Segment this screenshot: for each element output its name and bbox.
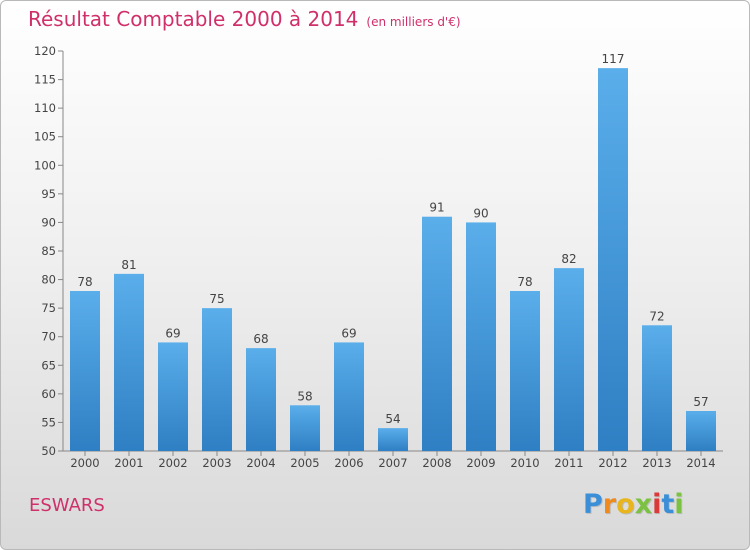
value-label-2006: 69 (341, 326, 356, 340)
value-label-2004: 68 (253, 332, 268, 346)
y-tick-label: 85 (41, 244, 56, 258)
bar-2006 (334, 342, 364, 451)
bar-2009 (466, 222, 496, 451)
value-label-2008: 91 (429, 201, 444, 215)
x-tick-label: 2001 (114, 456, 143, 470)
x-tick-label: 2003 (202, 456, 231, 470)
value-label-2011: 82 (561, 252, 576, 266)
y-tick-label: 110 (34, 101, 56, 115)
y-tick-label: 80 (41, 273, 56, 287)
y-tick-label: 90 (41, 215, 56, 229)
logo-letter: r (602, 489, 617, 520)
logo-letter: t (661, 489, 675, 520)
logo-letter: o (616, 489, 635, 520)
value-label-2014: 57 (693, 395, 708, 409)
value-label-2001: 81 (121, 258, 136, 272)
bar-2005 (290, 405, 320, 451)
x-tick-label: 2008 (422, 456, 451, 470)
commune-name: ESWARS (29, 495, 105, 516)
value-label-2007: 54 (385, 412, 400, 426)
x-tick-label: 2004 (246, 456, 275, 470)
bar-2014 (686, 411, 716, 451)
y-tick-label: 105 (34, 130, 56, 144)
value-label-2000: 78 (77, 275, 92, 289)
y-tick-label: 55 (41, 415, 56, 429)
y-tick-label: 50 (41, 444, 56, 458)
bar-2011 (554, 268, 584, 451)
proxiti-logo: Proxiti (583, 489, 684, 520)
value-label-2002: 69 (165, 326, 180, 340)
logo-letter: i (652, 489, 662, 520)
bar-2013 (642, 325, 672, 451)
x-tick-label: 2006 (334, 456, 363, 470)
bar-2000 (70, 291, 100, 451)
y-tick-label: 115 (34, 73, 56, 87)
bar-2008 (422, 216, 452, 451)
y-tick-label: 70 (41, 330, 56, 344)
x-tick-label: 2010 (510, 456, 539, 470)
x-tick-label: 2012 (598, 456, 627, 470)
chart-title: Résultat Comptable 2000 à 2014 (28, 7, 359, 31)
y-tick-label: 100 (34, 158, 56, 172)
value-label-2005: 58 (297, 389, 312, 403)
x-tick-label: 2005 (290, 456, 319, 470)
value-label-2010: 78 (517, 275, 532, 289)
y-tick-label: 120 (34, 44, 56, 58)
bar-2003 (202, 308, 232, 451)
chart-subtitle: (en milliers d'€) (366, 15, 461, 29)
logo-letter: i (674, 489, 684, 520)
bar-2012 (598, 68, 628, 452)
y-tick-label: 75 (41, 301, 56, 315)
value-label-2013: 72 (649, 309, 664, 323)
bar-2001 (114, 273, 144, 451)
value-label-2003: 75 (209, 292, 224, 306)
y-tick-label: 60 (41, 387, 56, 401)
bars (70, 68, 716, 452)
y-tick-label: 65 (41, 358, 56, 372)
x-tick-label: 2013 (642, 456, 671, 470)
bar-2007 (378, 428, 408, 451)
value-label-2009: 90 (473, 206, 488, 220)
logo-letter: P (583, 489, 603, 520)
x-tick-label: 2000 (70, 456, 99, 470)
y-tick-label: 95 (41, 187, 56, 201)
bar-2004 (246, 348, 276, 451)
x-tick-label: 2009 (466, 456, 495, 470)
logo-letter: x (634, 489, 653, 520)
labels: 78 81 69 75 68 58 69 54 91 90 78 82 117 72 57 (77, 52, 708, 426)
x-tick-label: 2011 (554, 456, 583, 470)
x-tick-label: 2014 (686, 456, 715, 470)
bar-2002 (158, 342, 188, 451)
axes: 50 55 60 65 70 75 80 85 90 95 100 105 110 115 120 2000 2… (34, 44, 723, 470)
x-tick-label: 2007 (378, 456, 407, 470)
value-label-2012: 117 (602, 52, 625, 66)
bar-2010 (510, 291, 540, 451)
title-row: Résultat Comptable 2000 à 2014 (en millie… (28, 7, 461, 31)
x-tick-label: 2002 (158, 456, 187, 470)
